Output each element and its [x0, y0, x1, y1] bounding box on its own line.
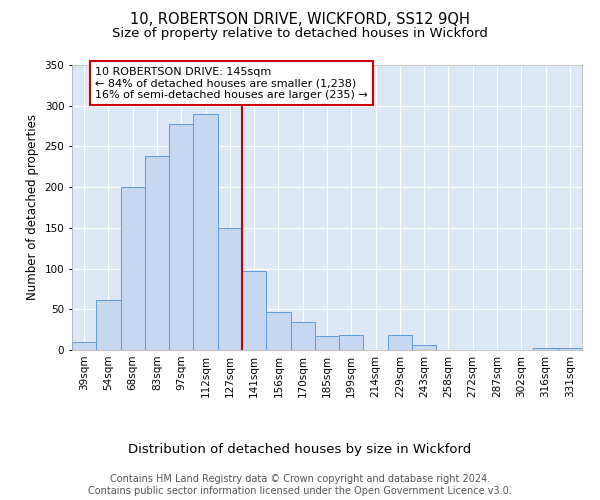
Bar	[145, 156, 169, 350]
Bar	[558, 348, 582, 350]
Y-axis label: Number of detached properties: Number of detached properties	[26, 114, 39, 300]
Bar	[339, 336, 364, 350]
Text: 10 ROBERTSON DRIVE: 145sqm
← 84% of detached houses are smaller (1,238)
16% of s: 10 ROBERTSON DRIVE: 145sqm ← 84% of deta…	[95, 66, 368, 100]
Bar	[72, 342, 96, 350]
Bar	[412, 345, 436, 350]
Bar	[290, 322, 315, 350]
Bar	[193, 114, 218, 350]
Bar	[121, 187, 145, 350]
Bar	[96, 300, 121, 350]
Bar	[266, 312, 290, 350]
Bar	[169, 124, 193, 350]
Text: Contains HM Land Registry data © Crown copyright and database right 2024.: Contains HM Land Registry data © Crown c…	[110, 474, 490, 484]
Text: Distribution of detached houses by size in Wickford: Distribution of detached houses by size …	[128, 442, 472, 456]
Text: 10, ROBERTSON DRIVE, WICKFORD, SS12 9QH: 10, ROBERTSON DRIVE, WICKFORD, SS12 9QH	[130, 12, 470, 28]
Text: Size of property relative to detached houses in Wickford: Size of property relative to detached ho…	[112, 28, 488, 40]
Bar	[218, 228, 242, 350]
Bar	[315, 336, 339, 350]
Text: Contains public sector information licensed under the Open Government Licence v3: Contains public sector information licen…	[88, 486, 512, 496]
Bar	[388, 336, 412, 350]
Bar	[242, 271, 266, 350]
Bar	[533, 348, 558, 350]
